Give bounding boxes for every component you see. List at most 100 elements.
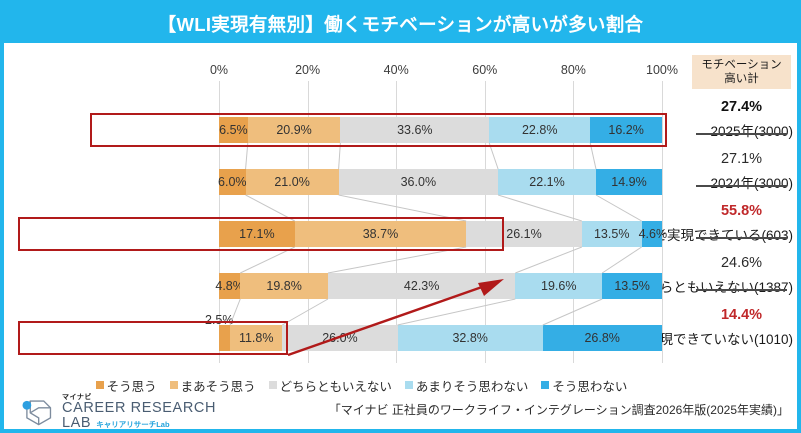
bar-segment-label: 17.1%: [239, 227, 275, 241]
bar-segment: 22.8%: [489, 117, 591, 143]
bar-segment: 32.8%: [397, 325, 543, 351]
legend-item[interactable]: そう思う: [95, 376, 157, 395]
summary-value: 27.4%: [720, 99, 763, 115]
bar-segment: 19.6%: [515, 273, 603, 299]
stacked-bar: 6.5% 20.9% 33.6% 22.8% 16.2%: [219, 117, 662, 143]
bar-segment-label: 38.7%: [362, 227, 399, 241]
stacked-bar: 6.0% 21.0% 36.0% 22.1% 14.9%: [218, 169, 662, 195]
x-axis-tick-label: 80%: [560, 63, 586, 77]
row-label: 実現できていない(1010): [645, 332, 793, 347]
bar-segment-label: 42.3%: [403, 279, 440, 293]
bar-segment-label: 4.8%: [215, 279, 244, 293]
brand-logo: マイナビ CAREER RESEARCH LAB キャリアリサーチLab: [18, 394, 233, 430]
legend-item[interactable]: まあそう思う: [169, 376, 256, 395]
row-label: どちらともいえない(1387): [632, 280, 793, 295]
legend-label: そう思わない: [552, 379, 628, 394]
bar-segment: 42.3%: [327, 273, 516, 299]
logo-sub: キャリアリサーチLab: [96, 419, 170, 429]
bar-segment-label: 22.8%: [521, 123, 558, 137]
bar-segment: 19.8%: [240, 273, 328, 299]
summary-column-header: モチベーション 高い計: [692, 55, 791, 89]
legend-item[interactable]: そう思わない: [541, 376, 627, 395]
bar-segment: 11.8%: [230, 325, 283, 351]
table-row: 2025年(3000) 6.5% 20.9% 33.6% 22.8% 16.2%: [4, 114, 797, 146]
bar-segment-label: 11.8%: [238, 331, 274, 345]
x-axis-tick-label: 60%: [472, 63, 498, 77]
bar-segment: 26.8%: [542, 325, 662, 351]
bar-segment: 33.6%: [340, 117, 490, 143]
summary-header-line1: モチベーション: [701, 58, 782, 71]
bar-segment-label: 16.2%: [608, 123, 644, 137]
summary-value: 27.1%: [720, 151, 763, 167]
bar-segment-label: 33.6%: [397, 123, 433, 137]
legend-swatch-icon: [268, 381, 277, 389]
bar-segment: 13.5%: [581, 221, 642, 247]
bar-segment: 22.1%: [498, 169, 596, 195]
bar-segment-label: 13.5%: [593, 227, 630, 241]
bar-segment-label: 36.0%: [400, 175, 437, 189]
summary-separator: [696, 237, 787, 239]
highlight-box: [18, 321, 288, 355]
x-axis-tick-label: 100%: [646, 63, 678, 77]
bar-segment: 26.0%: [282, 325, 398, 351]
highlight-box: [90, 113, 667, 147]
row-label: 2024年(3000): [710, 176, 793, 191]
summary-separator: [696, 185, 787, 187]
summary-value: 14.4%: [720, 307, 763, 323]
bar-segment-label: 6.5%: [219, 123, 248, 137]
bar-segment-label: 6.0%: [218, 175, 247, 189]
logo-main-line2: LAB: [62, 414, 92, 431]
highlight-box: [18, 217, 504, 251]
table-row: WLIを実現できている(603) 17.1% 38.7% 26.1% 13.5% 4.6%: [4, 218, 797, 250]
summary-header-line2: 高い計: [724, 73, 759, 85]
bar-segment-label: 13.5%: [614, 279, 650, 293]
bar-segment: 14.9%: [595, 169, 662, 195]
bar-segment: 13.5%: [602, 273, 662, 299]
legend-label: あまりそう思わない: [415, 379, 529, 394]
cube-logo-icon: [22, 400, 52, 426]
row-label: WLIを実現できている(603): [629, 228, 793, 243]
stacked-bar: 4.8% 19.8% 42.3% 19.6% 13.5%: [215, 273, 662, 299]
summary-column: モチベーション 高い計 27.4% 27.1% 55.8% 24.6% 14.4%: [692, 55, 791, 365]
logo-wordmark: マイナビ CAREER RESEARCH LAB キャリアリサーチLab: [62, 394, 216, 430]
bar-segment-label: 22.1%: [529, 175, 565, 189]
legend-swatch-icon: [95, 381, 104, 389]
page-title: 【WLI実現有無別】働くモチベーションが高いが多い割合: [157, 13, 644, 35]
table-row: どちらともいえない(1387) 4.8% 19.8% 42.3% 19.6% 13.5%: [4, 270, 797, 302]
bar-segment-label: 26.1%: [506, 227, 542, 241]
bar-segment: 6.0%: [218, 169, 247, 195]
x-axis-tick-label: 20%: [295, 63, 321, 77]
bar-segment: 2.5%: [205, 313, 234, 351]
legend-label: そう思う: [106, 379, 157, 394]
chart-plot-area: 0% 20% 40% 60% 80% 100% 2025年(3000) 6.5% 20.9% 3…: [4, 43, 797, 430]
summary-separator: [696, 133, 787, 135]
gridline: [662, 81, 663, 363]
table-row: 2024年(3000) 6.0% 21.0% 36.0% 22.1% 14.9%: [4, 166, 797, 198]
legend: そう思う まあそう思う どちらともいえない あまりそう思わない そう思わない: [4, 375, 719, 395]
bar-segment: 4.6%: [639, 221, 667, 247]
summary-value: 55.8%: [720, 203, 763, 219]
x-axis-tick-label: 40%: [383, 63, 409, 77]
source-note: 「マイナビ 正社員のワークライフ・インテグレーション調査2026年版(2025年…: [328, 403, 789, 417]
title-bar: 【WLI実現有無別】働くモチベーションが高いが多い割合: [4, 4, 797, 43]
bar-segment-label: 4.6%: [638, 227, 668, 241]
bar-segment-label: 2.5%: [205, 313, 234, 327]
bar-segment-label: 19.8%: [266, 279, 302, 293]
bar-segment: 36.0%: [338, 169, 499, 195]
bar-segment: 20.9%: [247, 117, 341, 143]
stacked-bar: 17.1% 38.7% 26.1% 13.5% 4.6%: [219, 221, 667, 247]
bar-segment: 38.7%: [294, 221, 467, 247]
legend-item[interactable]: あまりそう思わない: [404, 376, 529, 395]
bar-segment: 21.0%: [245, 169, 339, 195]
bar-segment: 4.8%: [215, 273, 244, 299]
legend-item[interactable]: どちらともいえない: [268, 376, 392, 395]
row-label: 2025年(3000): [710, 124, 793, 139]
bar-segment-label: 21.0%: [274, 175, 310, 189]
legend-label: まあそう思う: [180, 379, 256, 394]
bar-segment-label: 26.0%: [322, 331, 358, 345]
legend-label: どちらともいえない: [279, 379, 392, 394]
bar-segment: 6.5%: [219, 117, 248, 143]
logo-kana: マイナビ: [62, 394, 92, 401]
bar-segment-label: 19.6%: [541, 279, 577, 293]
